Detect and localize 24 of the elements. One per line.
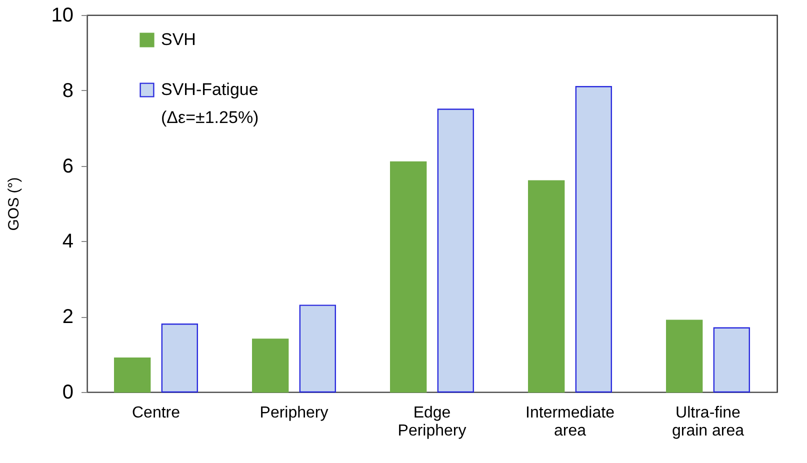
y-tick-label: 8 (62, 80, 74, 102)
y-axis-title: GOS (°) (5, 177, 22, 231)
x-tick-label: Edge Periphery (398, 404, 466, 440)
legend-label: SVH-Fatigue (Δε=±1.25%) (161, 80, 259, 127)
bar (528, 180, 565, 393)
y-tick-label: 10 (51, 4, 74, 26)
y-tick-label: 6 (62, 155, 74, 178)
bar (575, 86, 612, 393)
x-tick-label: Ultra-fine grain area (672, 404, 744, 440)
y-tick-label: 2 (62, 306, 74, 328)
bar (437, 108, 474, 393)
bar (252, 338, 289, 393)
legend-label: SVH (161, 30, 196, 49)
y-tick-label: 4 (62, 230, 74, 253)
bar (390, 161, 427, 393)
x-tick-label: Centre (132, 404, 180, 422)
x-tick-label: Periphery (260, 404, 328, 422)
y-tick-label: 0 (62, 382, 74, 404)
bar (299, 304, 336, 393)
bar (161, 324, 198, 393)
bar (666, 320, 703, 393)
bar (114, 357, 151, 393)
x-tick-label: Intermediate area (526, 404, 615, 440)
bar (713, 327, 750, 393)
